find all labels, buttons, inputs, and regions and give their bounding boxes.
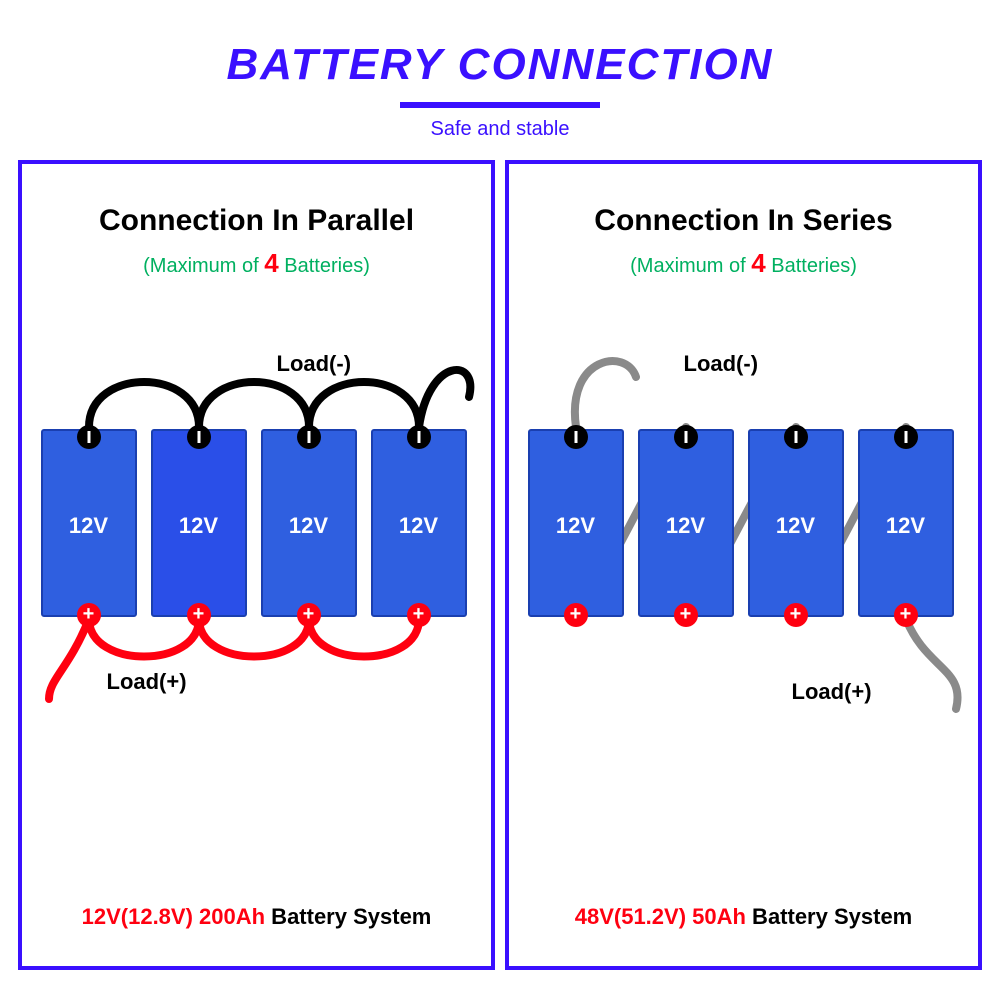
terminal-positive (674, 603, 698, 627)
panels-row: Connection In Parallel (Maximum of 4 Bat… (0, 160, 1000, 970)
terminal-positive (407, 603, 431, 627)
load-neg-label: Load(-) (277, 351, 352, 377)
footer-rest: Battery System (265, 904, 431, 929)
battery-voltage-label: 12V (530, 513, 622, 539)
load-pos-label: Load(+) (792, 679, 872, 705)
page-title: BATTERY CONNECTION (227, 40, 774, 90)
terminal-negative (297, 425, 321, 449)
battery-voltage-label: 12V (43, 513, 135, 539)
panel-parallel: Connection In Parallel (Maximum of 4 Bat… (18, 160, 495, 970)
panel-series: Connection In Series (Maximum of 4 Batte… (505, 160, 982, 970)
terminal-positive (564, 603, 588, 627)
footer-highlight: 48V(51.2V) 50Ah (575, 904, 746, 929)
terminal-positive (784, 603, 808, 627)
terminal-positive (187, 603, 211, 627)
battery-cell: 12V (151, 429, 247, 617)
battery-voltage-label: 12V (640, 513, 732, 539)
battery-voltage-label: 12V (860, 513, 952, 539)
terminal-negative (784, 425, 808, 449)
sub-suffix: Batteries) (279, 255, 370, 277)
load-neg-label: Load(-) (684, 351, 759, 377)
terminal-negative (894, 425, 918, 449)
battery-cell: 12V (858, 429, 954, 617)
battery-cell: 12V (528, 429, 624, 617)
terminal-negative (674, 425, 698, 449)
battery-cell: 12V (638, 429, 734, 617)
footer-highlight: 12V(12.8V) 200Ah (82, 904, 265, 929)
sub-prefix: (Maximum of (630, 255, 751, 277)
terminal-negative (407, 425, 431, 449)
title-underline (400, 102, 600, 108)
sub-prefix: (Maximum of (143, 255, 264, 277)
battery-cell: 12V (371, 429, 467, 617)
subtitle: Safe and stable (431, 118, 570, 141)
battery-voltage-label: 12V (373, 513, 465, 539)
panel-parallel-subtitle: (Maximum of 4 Batteries) (143, 248, 370, 279)
terminal-positive (297, 603, 321, 627)
load-pos-label: Load(+) (107, 669, 187, 695)
battery-voltage-label: 12V (750, 513, 842, 539)
battery-cell: 12V (748, 429, 844, 617)
battery-voltage-label: 12V (263, 513, 355, 539)
diagram-parallel: 12V 12V 12V 12V Load(-) Load(+) (37, 319, 477, 719)
battery-cell: 12V (261, 429, 357, 617)
sub-number: 4 (264, 248, 278, 278)
terminal-negative (77, 425, 101, 449)
battery-voltage-label: 12V (153, 513, 245, 539)
diagram-series: 12V 12V 12V 12V Load(-) Load(+) (524, 319, 964, 719)
panel-series-title: Connection In Series (594, 204, 892, 238)
terminal-negative (187, 425, 211, 449)
terminal-negative (564, 425, 588, 449)
footer-series: 48V(51.2V) 50Ah Battery System (509, 904, 978, 930)
terminal-positive (894, 603, 918, 627)
footer-rest: Battery System (746, 904, 912, 929)
terminal-positive (77, 603, 101, 627)
sub-number: 4 (751, 248, 765, 278)
sub-suffix: Batteries) (766, 255, 857, 277)
panel-series-subtitle: (Maximum of 4 Batteries) (630, 248, 857, 279)
panel-parallel-title: Connection In Parallel (99, 204, 414, 238)
battery-cell: 12V (41, 429, 137, 617)
header: BATTERY CONNECTION Safe and stable (0, 0, 1000, 160)
footer-parallel: 12V(12.8V) 200Ah Battery System (22, 904, 491, 930)
